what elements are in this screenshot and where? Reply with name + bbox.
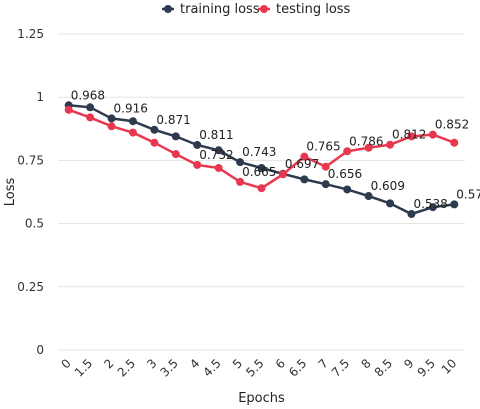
y-axis-title: Loss: [3, 178, 18, 207]
x-tick-label: 4.5: [200, 356, 223, 379]
data-point: [108, 114, 116, 122]
data-point: [108, 122, 116, 130]
data-point: [386, 141, 394, 149]
data-point: [322, 180, 330, 188]
x-tick-label: 7.5: [329, 356, 352, 379]
y-tick-label: 0.5: [25, 217, 44, 231]
legend-item[interactable]: training loss: [162, 2, 260, 17]
data-label: 0.609: [371, 179, 405, 193]
data-point: [86, 103, 94, 111]
data-label: 0.665: [242, 165, 276, 179]
x-tick-label: 1.5: [72, 356, 95, 379]
y-tick-label: 0.25: [17, 280, 44, 294]
y-tick-label: 0.75: [17, 153, 44, 167]
data-label: 0.765: [306, 140, 340, 154]
data-point: [129, 129, 137, 137]
data-label: 0.656: [328, 167, 362, 181]
data-point: [429, 131, 437, 139]
y-axis-ticks: 0 0.25 0.5 0.75 1 1.25: [17, 27, 44, 357]
data-label: 0.732: [199, 148, 233, 162]
data-label: 0.743: [242, 145, 276, 159]
data-label: 0.852: [435, 118, 469, 132]
x-tick-label: 2.5: [115, 356, 138, 379]
data-point: [86, 113, 94, 121]
data-point: [215, 164, 223, 172]
legend: training loss testing loss: [162, 2, 351, 17]
x-tick-label: 3.5: [158, 356, 181, 379]
data-point: [193, 161, 201, 169]
y-tick-label: 1.25: [17, 27, 44, 41]
data-point: [279, 170, 287, 178]
series-line: [69, 105, 455, 214]
data-point: [172, 150, 180, 158]
data-point: [236, 178, 244, 186]
x-tick-label: 8.5: [372, 356, 395, 379]
data-label: 0.916: [114, 101, 148, 115]
data-point: [172, 132, 180, 140]
data-point: [343, 147, 351, 155]
legend-label: testing loss: [276, 2, 351, 17]
series-group: [65, 101, 459, 218]
data-point: [407, 210, 415, 218]
data-label: 0.812: [392, 128, 426, 142]
data-point: [150, 126, 158, 134]
x-tick-label: 9.5: [415, 356, 438, 379]
legend-marker: [260, 5, 268, 13]
data-label: 0.968: [71, 88, 105, 102]
data-point: [343, 185, 351, 193]
legend-marker: [164, 5, 172, 13]
x-axis-title: Epochs: [238, 391, 285, 406]
data-point: [150, 139, 158, 147]
data-point: [450, 200, 458, 208]
data-point: [129, 117, 137, 125]
x-tick-label: 6.5: [286, 356, 309, 379]
data-label: 0.697: [285, 157, 319, 171]
x-tick-label: 5.5: [243, 356, 266, 379]
legend-item[interactable]: testing loss: [258, 2, 351, 17]
data-label: 0.538: [413, 197, 447, 211]
x-axis-ticks: 01.5 22.5 33.5 44.5 55.5 66.5 77.5 88.5 99.5 10: [59, 356, 460, 379]
data-labels: 0.968 0.916 0.871 0.811 0.743 0.697 0.656 0.609…: [71, 88, 480, 211]
y-tick-label: 1: [36, 90, 44, 104]
legend-label: training loss: [180, 2, 260, 17]
data-point: [386, 199, 394, 207]
data-label: 0.871: [156, 113, 190, 127]
data-point: [450, 139, 458, 147]
y-tick-label: 0: [36, 343, 44, 357]
data-point: [258, 184, 266, 192]
x-tick-label: 10: [439, 356, 460, 377]
data-point: [365, 192, 373, 200]
data-point: [300, 175, 308, 183]
data-point: [65, 106, 73, 114]
data-label: 0.811: [199, 128, 233, 142]
data-label: 0.786: [349, 134, 383, 148]
data-label: 0.576: [456, 187, 480, 201]
